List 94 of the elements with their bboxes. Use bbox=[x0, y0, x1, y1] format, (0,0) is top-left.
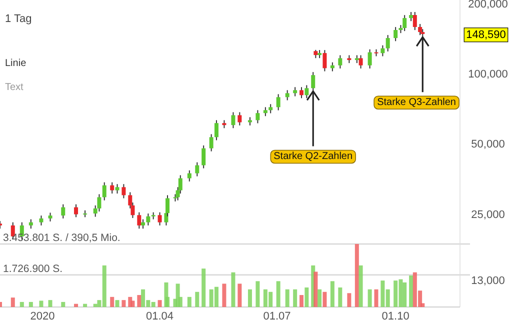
bar bbox=[368, 289, 372, 307]
bar bbox=[158, 300, 162, 307]
candlestick bbox=[115, 184, 120, 194]
bar bbox=[28, 302, 33, 307]
candlestick bbox=[285, 90, 290, 101]
x-tick-label: 01.04 bbox=[146, 310, 174, 320]
bar bbox=[402, 282, 407, 307]
bar bbox=[338, 287, 342, 307]
candlestick bbox=[158, 212, 162, 226]
candlestick bbox=[394, 26, 398, 42]
candlestick bbox=[74, 204, 78, 218]
candlestick bbox=[409, 12, 414, 22]
bar bbox=[202, 268, 206, 307]
candlestick bbox=[276, 94, 280, 111]
y-tick-label: 200,000 bbox=[468, 0, 508, 10]
candlestick bbox=[28, 218, 33, 230]
bar bbox=[231, 272, 236, 307]
x-tick-label: 2020 bbox=[30, 310, 55, 320]
candlestick bbox=[195, 162, 200, 177]
bar bbox=[256, 281, 260, 307]
candlestick bbox=[214, 120, 218, 141]
bar bbox=[74, 304, 78, 307]
candlestick bbox=[102, 182, 106, 201]
bar bbox=[318, 289, 322, 307]
candlestick bbox=[146, 213, 150, 226]
candlestick bbox=[418, 23, 422, 36]
bar bbox=[61, 302, 66, 307]
candlestick bbox=[304, 84, 309, 99]
candlestick bbox=[137, 212, 142, 230]
bar bbox=[276, 281, 280, 307]
y-tick-label: 100,000 bbox=[468, 68, 508, 81]
y-tick-label: 13,000 bbox=[471, 274, 505, 287]
y-tick-label: 50,000 bbox=[471, 138, 505, 151]
bar bbox=[20, 302, 24, 307]
x-tick-label: 01.07 bbox=[263, 310, 291, 320]
bar bbox=[304, 287, 309, 307]
bar bbox=[10, 298, 15, 307]
candlestick bbox=[380, 44, 385, 57]
candlestick bbox=[209, 134, 214, 152]
annotation: Starke Q3-Zahlen bbox=[377, 97, 456, 108]
bar bbox=[248, 289, 252, 307]
candlestick bbox=[386, 34, 390, 52]
candlestick bbox=[231, 112, 236, 129]
y-tick-label: 25,000 bbox=[471, 208, 505, 221]
x-tick-label: 01.10 bbox=[382, 310, 410, 320]
candlestick bbox=[39, 215, 44, 226]
candlestick bbox=[187, 170, 192, 182]
candlestick bbox=[368, 48, 372, 69]
candlestick bbox=[141, 218, 146, 230]
bar bbox=[110, 296, 114, 307]
text: 1 Tag bbox=[5, 13, 32, 25]
candlestick bbox=[300, 86, 304, 99]
annotation: Linie bbox=[5, 58, 27, 69]
bar bbox=[314, 272, 318, 307]
bar bbox=[195, 292, 200, 307]
candlestick bbox=[293, 86, 298, 97]
candlestick bbox=[238, 112, 242, 126]
bar bbox=[322, 292, 327, 307]
candlestick bbox=[322, 50, 327, 72]
candlestick bbox=[402, 14, 407, 32]
bar bbox=[285, 289, 290, 307]
bar bbox=[300, 295, 304, 307]
bar bbox=[115, 300, 120, 307]
candlestick bbox=[202, 144, 206, 169]
ref-line-label: 3.453.801 S. / 390,5 Mio. bbox=[3, 232, 120, 244]
bar bbox=[354, 244, 359, 307]
candlestick bbox=[338, 54, 342, 69]
bar bbox=[238, 284, 242, 307]
bar bbox=[347, 293, 352, 307]
bar bbox=[187, 296, 192, 307]
bar bbox=[409, 276, 414, 307]
bar bbox=[137, 295, 142, 307]
bar bbox=[330, 281, 334, 307]
candlestick bbox=[256, 110, 260, 124]
ref-line-label: 1.726.900 S. bbox=[3, 262, 63, 275]
candlestick bbox=[268, 104, 273, 114]
bar bbox=[358, 265, 363, 307]
bar bbox=[293, 289, 298, 307]
candlestick bbox=[311, 72, 316, 92]
candlestick bbox=[122, 184, 126, 199]
bar bbox=[222, 284, 226, 307]
bar bbox=[39, 300, 44, 307]
text: 148,590 bbox=[466, 28, 506, 41]
candlestick bbox=[61, 204, 66, 219]
bar bbox=[122, 300, 126, 307]
bar bbox=[48, 300, 52, 307]
bar bbox=[374, 289, 378, 307]
candlestick bbox=[358, 54, 363, 69]
bar bbox=[83, 304, 88, 307]
annotation: Starke Q2-Zahlen bbox=[274, 151, 353, 162]
bar bbox=[130, 300, 135, 307]
annotation: Text bbox=[5, 82, 24, 93]
candlestick bbox=[110, 182, 114, 194]
candlestick bbox=[412, 12, 417, 31]
